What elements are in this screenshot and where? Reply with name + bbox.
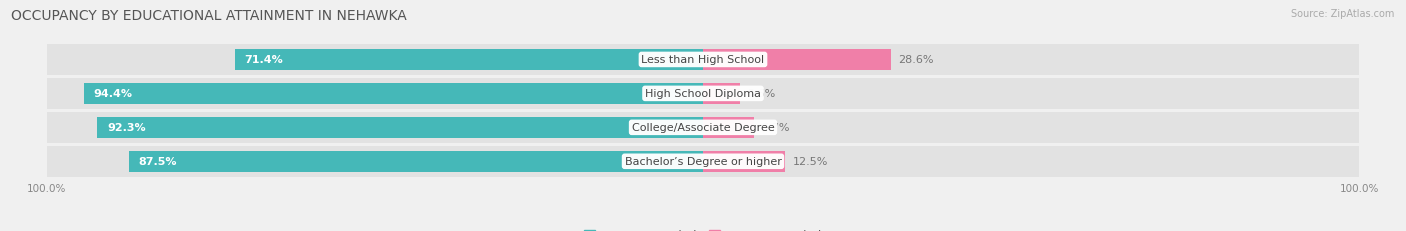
Bar [703,83,740,104]
Text: 94.4%: 94.4% [93,89,132,99]
Bar [703,151,785,172]
Text: High School Diploma: High School Diploma [645,89,761,99]
Text: 12.5%: 12.5% [793,157,828,167]
Text: College/Associate Degree: College/Associate Degree [631,123,775,133]
Bar [46,112,1360,143]
Text: 71.4%: 71.4% [245,55,283,65]
Bar [129,151,703,172]
Text: Bachelor’s Degree or higher: Bachelor’s Degree or higher [624,157,782,167]
Bar [97,117,703,138]
Bar [703,50,890,71]
Text: Source: ZipAtlas.com: Source: ZipAtlas.com [1291,9,1395,19]
Text: 7.7%: 7.7% [762,123,790,133]
Text: 100.0%: 100.0% [1340,184,1379,194]
Text: 92.3%: 92.3% [107,123,146,133]
Bar [46,45,1360,76]
Text: 100.0%: 100.0% [27,184,66,194]
Legend: Owner-occupied, Renter-occupied: Owner-occupied, Renter-occupied [579,224,827,231]
Text: 87.5%: 87.5% [139,157,177,167]
Bar [46,146,1360,177]
Bar [703,117,754,138]
Text: OCCUPANCY BY EDUCATIONAL ATTAINMENT IN NEHAWKA: OCCUPANCY BY EDUCATIONAL ATTAINMENT IN N… [11,9,406,23]
Text: 5.6%: 5.6% [748,89,776,99]
Bar [46,79,1360,109]
Bar [83,83,703,104]
Bar [235,50,703,71]
Text: 28.6%: 28.6% [898,55,934,65]
Text: Less than High School: Less than High School [641,55,765,65]
